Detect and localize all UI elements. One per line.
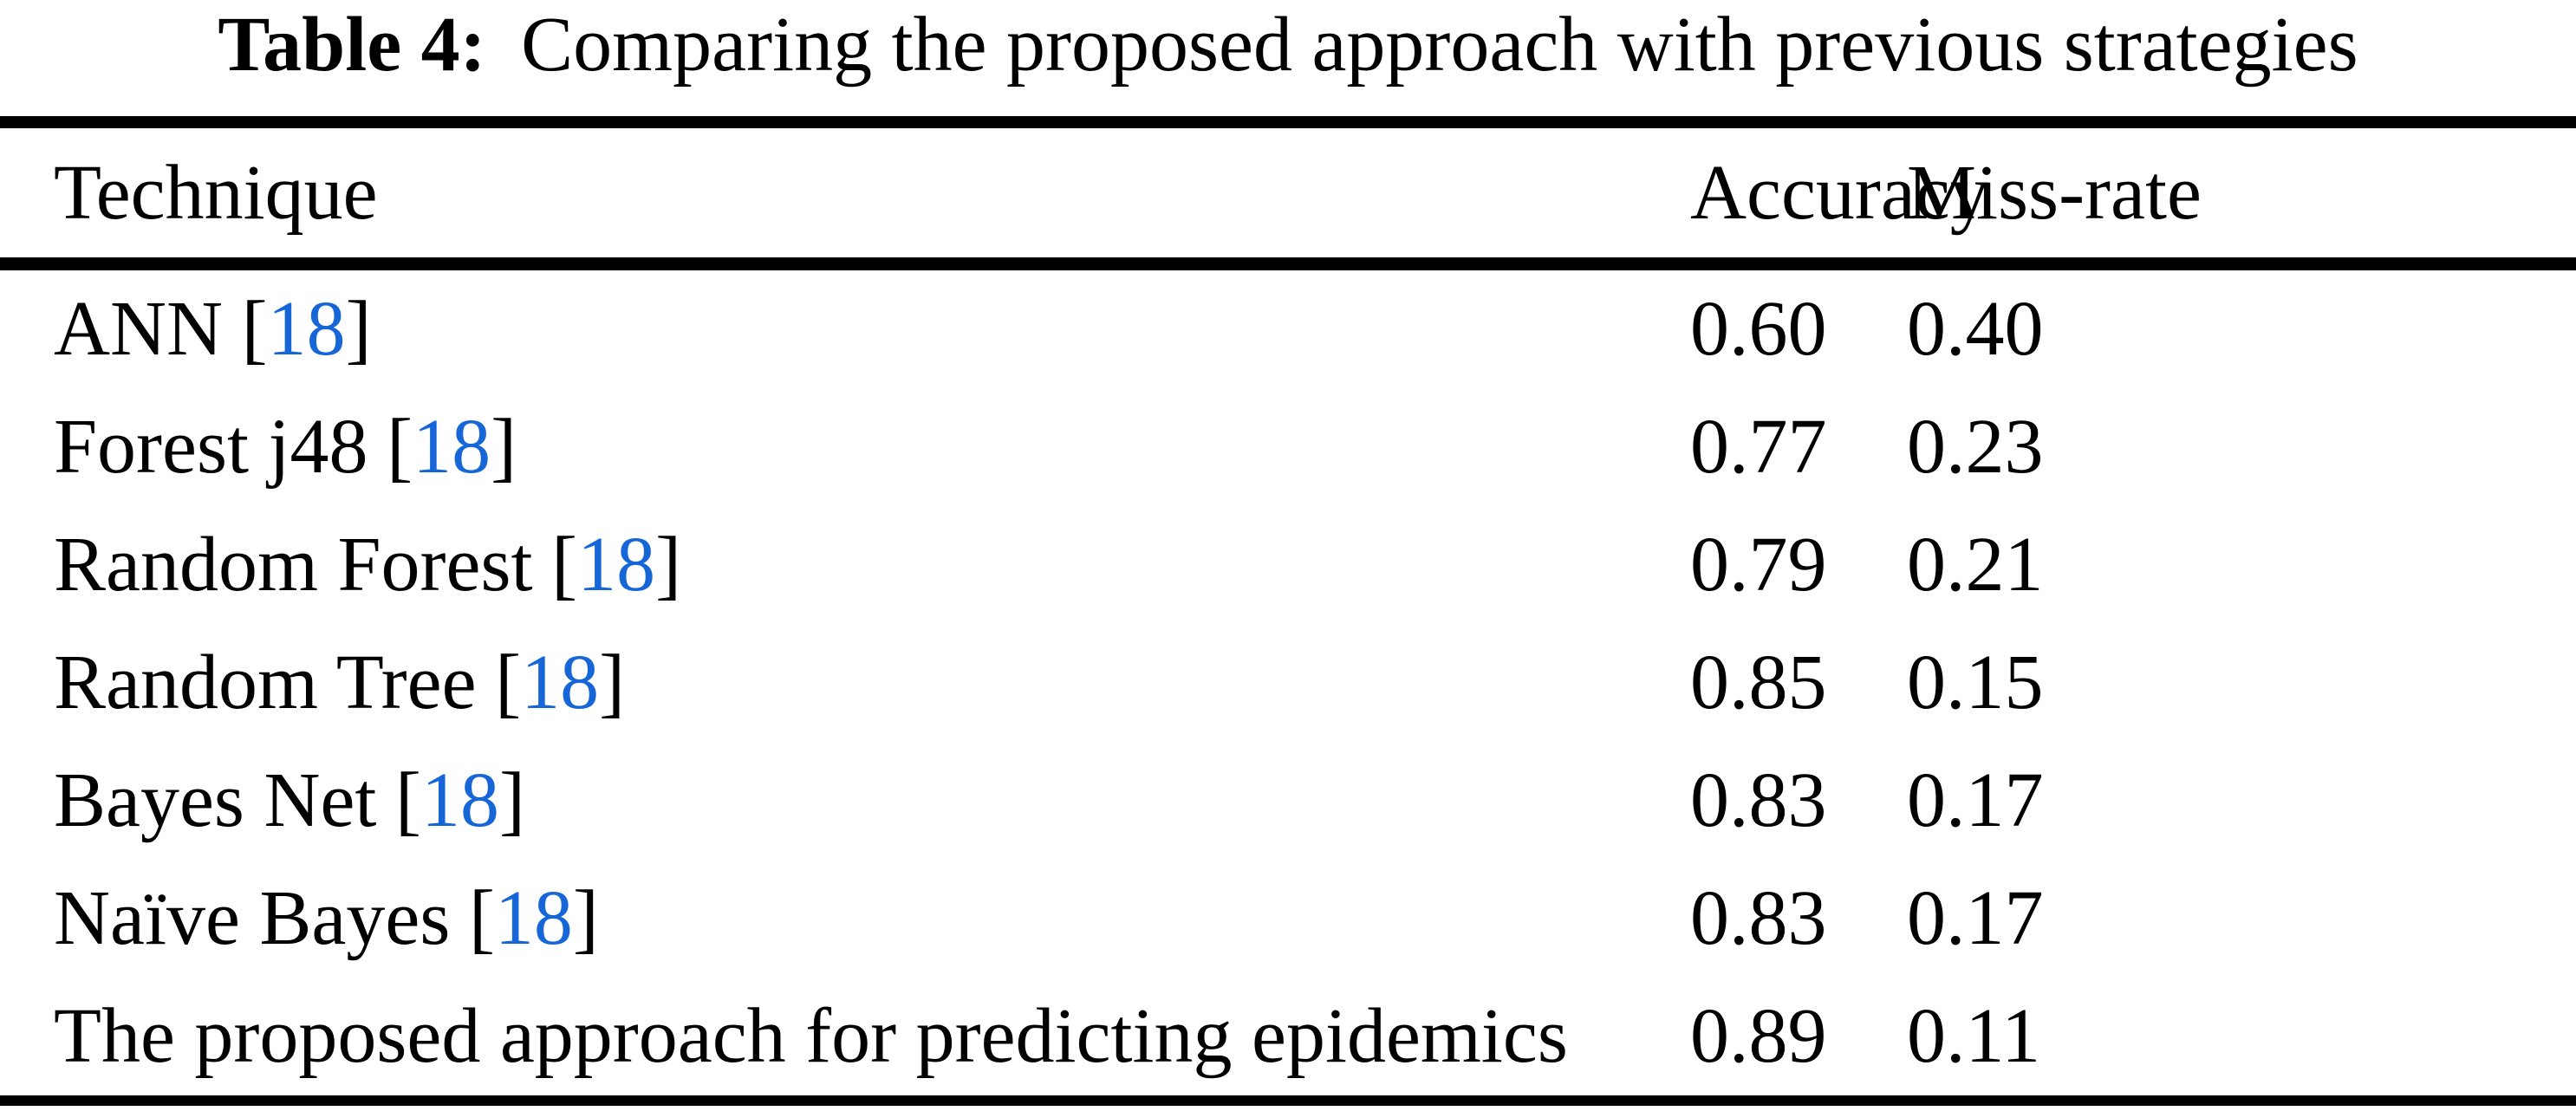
- accuracy-value: 0.60: [1690, 286, 1827, 372]
- technique-label: Naïve Bayes: [54, 875, 451, 961]
- accuracy-value: 0.79: [1690, 522, 1827, 607]
- citation-bracket-close: ]: [345, 286, 372, 372]
- top-rule: [0, 116, 2576, 128]
- citation-link[interactable]: 18: [521, 640, 600, 725]
- table-row: ANN [18] 0.60 0.40: [0, 270, 2576, 388]
- technique-cell: The proposed approach for predicting epi…: [54, 997, 1690, 1075]
- technique-label: Random Tree: [54, 640, 477, 725]
- accuracy-value: 0.83: [1690, 875, 1827, 961]
- miss-rate-value: 0.15: [1907, 640, 2044, 725]
- technique-label: Forest j48: [54, 404, 368, 490]
- table-row: Forest j48 [18] 0.77 0.23: [0, 388, 2576, 506]
- citation-bracket-close: ]: [572, 875, 599, 961]
- technique-label: Random Forest: [54, 522, 533, 607]
- technique-cell: ANN [18]: [54, 290, 1690, 368]
- citation-bracket-open: [: [387, 404, 413, 490]
- citation-bracket-close: ]: [498, 757, 525, 843]
- citation-bracket-open: [: [395, 757, 421, 843]
- citation-link[interactable]: 18: [267, 286, 346, 372]
- citation-link[interactable]: 18: [577, 522, 656, 607]
- table-row: Bayes Net [18] 0.83 0.17: [0, 742, 2576, 860]
- accuracy-value: 0.83: [1690, 757, 1827, 843]
- miss-rate-value: 0.17: [1907, 875, 2044, 961]
- header-rule: [0, 257, 2576, 270]
- miss-rate-value: 0.21: [1907, 522, 2044, 607]
- table-caption: Table 4: Comparing the proposed approach…: [0, 0, 2576, 116]
- accuracy-value: 0.85: [1690, 640, 1827, 725]
- miss-rate-value: 0.11: [1907, 993, 2041, 1079]
- miss-rate-value: 0.17: [1907, 757, 2044, 843]
- citation-bracket-close: ]: [655, 522, 682, 607]
- column-header-miss-rate: Miss-rate: [1907, 149, 2202, 236]
- table-row: Random Tree [18] 0.85 0.15: [0, 624, 2576, 742]
- technique-cell: Random Tree [18]: [54, 644, 1690, 722]
- citation-bracket-close: ]: [599, 640, 626, 725]
- accuracy-value: 0.77: [1690, 404, 1827, 490]
- citation-bracket-open: [: [495, 640, 522, 725]
- table-row: Naïve Bayes [18] 0.83 0.17: [0, 860, 2576, 978]
- miss-rate-value: 0.23: [1907, 404, 2044, 490]
- citation-link[interactable]: 18: [420, 757, 499, 843]
- caption-label: Table 4:: [218, 2, 486, 88]
- citation-bracket-open: [: [468, 875, 495, 961]
- technique-label: Bayes Net: [54, 757, 377, 843]
- citation-bracket-open: [: [241, 286, 268, 372]
- citation-link[interactable]: 18: [494, 875, 573, 961]
- table-row: The proposed approach for predicting epi…: [0, 978, 2576, 1095]
- column-header-accuracy: Accuracy: [1690, 149, 1989, 236]
- citation-link[interactable]: 18: [413, 404, 491, 490]
- citation-bracket-open: [: [551, 522, 578, 607]
- bottom-rule: [0, 1095, 2576, 1106]
- caption-text: Comparing the proposed approach with pre…: [521, 2, 2358, 88]
- citation-bracket-close: ]: [491, 404, 517, 490]
- table-row: Random Forest [18] 0.79 0.21: [0, 506, 2576, 624]
- accuracy-value: 0.89: [1690, 993, 1827, 1079]
- technique-cell: Random Forest [18]: [54, 526, 1690, 604]
- miss-rate-value: 0.40: [1907, 286, 2044, 372]
- technique-cell: Bayes Net [18]: [54, 762, 1690, 840]
- column-header-technique: Technique: [54, 149, 378, 236]
- technique-label: The proposed approach for predicting epi…: [54, 993, 1568, 1079]
- technique-cell: Naïve Bayes [18]: [54, 880, 1690, 958]
- technique-label: ANN: [54, 286, 223, 372]
- technique-cell: Forest j48 [18]: [54, 408, 1690, 486]
- header-row: Technique Accuracy Miss-rate: [0, 128, 2576, 257]
